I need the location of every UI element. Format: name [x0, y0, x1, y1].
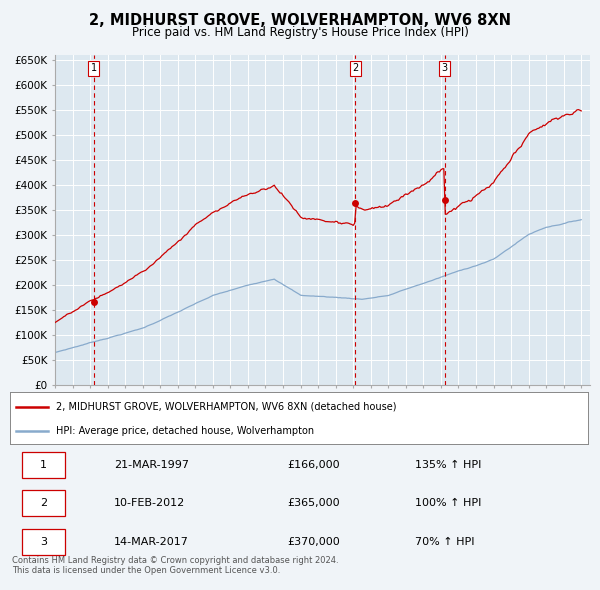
Text: 2, MIDHURST GROVE, WOLVERHAMPTON, WV6 8XN: 2, MIDHURST GROVE, WOLVERHAMPTON, WV6 8X… — [89, 13, 511, 28]
Text: £365,000: £365,000 — [287, 498, 340, 508]
Text: £166,000: £166,000 — [287, 460, 340, 470]
Text: 1: 1 — [91, 63, 97, 73]
Text: Price paid vs. HM Land Registry's House Price Index (HPI): Price paid vs. HM Land Registry's House … — [131, 26, 469, 39]
Text: 1: 1 — [40, 460, 47, 470]
Text: 70% ↑ HPI: 70% ↑ HPI — [415, 537, 474, 547]
Text: 14-MAR-2017: 14-MAR-2017 — [114, 537, 189, 547]
Text: 10-FEB-2012: 10-FEB-2012 — [114, 498, 185, 508]
Text: 3: 3 — [40, 537, 47, 547]
Text: 135% ↑ HPI: 135% ↑ HPI — [415, 460, 481, 470]
Text: HPI: Average price, detached house, Wolverhampton: HPI: Average price, detached house, Wolv… — [56, 426, 314, 436]
FancyBboxPatch shape — [22, 490, 65, 516]
Text: 21-MAR-1997: 21-MAR-1997 — [114, 460, 189, 470]
Text: Contains HM Land Registry data © Crown copyright and database right 2024.
This d: Contains HM Land Registry data © Crown c… — [12, 556, 338, 575]
FancyBboxPatch shape — [22, 529, 65, 555]
Text: 2, MIDHURST GROVE, WOLVERHAMPTON, WV6 8XN (detached house): 2, MIDHURST GROVE, WOLVERHAMPTON, WV6 8X… — [56, 402, 397, 412]
FancyBboxPatch shape — [22, 453, 65, 478]
Text: 3: 3 — [442, 63, 448, 73]
Text: £370,000: £370,000 — [287, 537, 340, 547]
Text: 2: 2 — [352, 63, 358, 73]
Text: 100% ↑ HPI: 100% ↑ HPI — [415, 498, 481, 508]
Text: 2: 2 — [40, 498, 47, 508]
